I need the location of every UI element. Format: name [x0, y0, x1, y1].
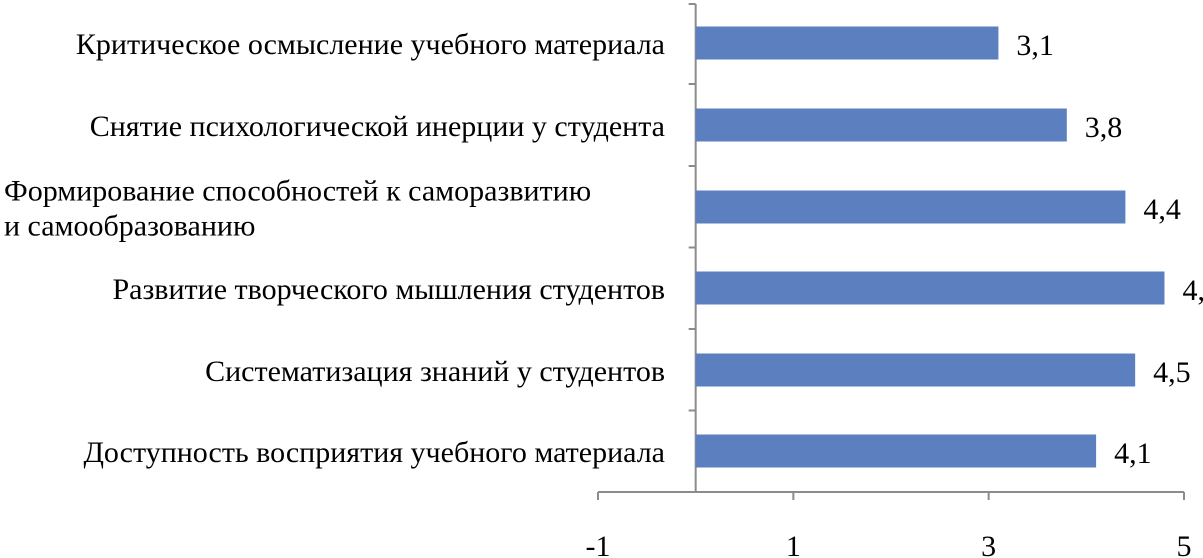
x-tick-label: 1: [786, 530, 801, 558]
bar: [695, 190, 1126, 224]
category-label: Развитие творческого мышления студентов: [112, 273, 665, 306]
x-tick-label: 5: [1177, 530, 1192, 558]
data-label: 4,4: [1143, 193, 1181, 226]
x-tick-label: -1: [586, 530, 611, 558]
category-label: Критическое осмысление учебного материал…: [76, 28, 665, 61]
category-label: Формирование способностей к саморазвитию…: [4, 175, 591, 243]
bars: [695, 26, 1165, 468]
bar: [695, 353, 1136, 387]
bar: [695, 26, 999, 60]
bar: [695, 108, 1067, 142]
labels: -1 1 3 5 3,1 Критическое осмысление учебного …: [4, 28, 1203, 558]
axes: [597, 3, 1185, 500]
x-tick-label: 3: [981, 530, 996, 558]
bar: [695, 271, 1165, 305]
data-label: 4,8: [1182, 274, 1203, 307]
data-label: 3,8: [1085, 111, 1123, 144]
bar: [695, 434, 1097, 468]
data-label: 3,1: [1016, 29, 1054, 62]
data-label: 4,1: [1114, 437, 1152, 470]
category-label: Систематизация знаний у студентов: [205, 355, 665, 388]
category-label: Снятие психологической инерции у студент…: [90, 110, 665, 143]
data-label: 4,5: [1153, 356, 1191, 389]
category-label: Доступность восприятия учебного материал…: [83, 436, 665, 469]
